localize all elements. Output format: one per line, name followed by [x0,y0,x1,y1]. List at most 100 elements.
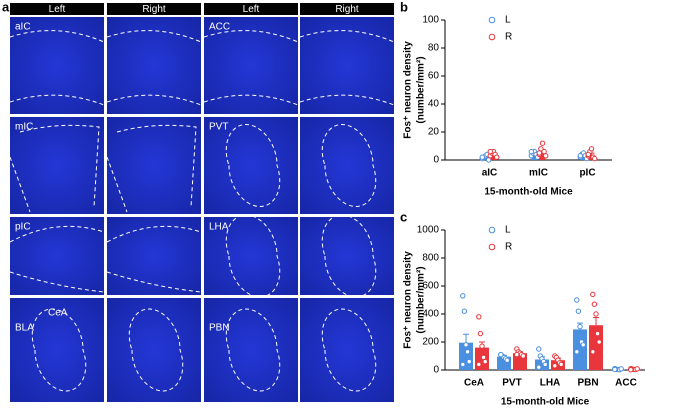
x-tick-label: CeA [464,378,484,389]
legend-label: R [505,32,512,43]
y-tick-label: 0 [433,365,439,376]
data-point [595,331,599,335]
y-tick-label: 20 [428,127,440,138]
y-tick-label: 200 [422,337,439,348]
region-label: PVT [209,122,228,133]
data-point [553,364,557,368]
micrograph [204,298,298,402]
panel-label: c [400,209,407,224]
y-axis-title: Fos⁺ neuron density [403,251,414,349]
column-header: Left [49,4,66,15]
data-point [488,149,492,153]
micrograph [300,298,394,402]
x-tick-label: PVT [502,378,521,389]
data-point [537,347,541,351]
data-point [591,292,595,296]
data-point [477,315,481,319]
x-axis-title: 15-month-old Mice [484,187,573,198]
data-point [521,354,525,358]
micrograph [300,17,394,114]
data-point [589,147,593,151]
y-tick-label: 60 [428,71,440,82]
data-point [529,149,533,153]
column-header: Right [142,4,166,15]
data-point [462,309,466,313]
panel-label: a [2,0,10,14]
y-tick-label: 800 [422,253,439,264]
data-point [619,367,623,371]
error-bar [593,318,599,326]
data-point [543,362,547,366]
micrograph [300,117,394,214]
micrograph [107,17,201,114]
column-header: Right [335,4,359,15]
data-point [591,350,595,354]
data-point [477,362,481,366]
region-label: LHA [209,222,229,233]
x-tick-label: LHA [540,378,561,389]
data-point [461,362,465,366]
y-tick-label: 100 [422,15,439,26]
region-label: CeA [48,308,68,319]
data-point [575,298,579,302]
data-point [499,352,503,356]
data-point [559,362,563,366]
y-axis-title: (number/mm²) [416,266,427,333]
data-point [581,343,585,347]
legend-marker [489,227,495,233]
region-label: aIC [15,22,31,33]
panel-label: b [400,0,408,14]
micrograph [107,298,201,402]
data-point [480,155,484,159]
legend-label: L [505,225,511,236]
data-point [540,141,544,145]
legend-label: R [505,242,512,253]
legend-marker [489,34,495,40]
column-header: Left [243,4,260,15]
legend-marker [489,244,495,250]
bar [573,329,587,370]
micrograph [107,117,201,214]
data-point [461,294,465,298]
data-point [578,324,582,328]
legend-marker [489,17,495,23]
y-tick-label: 80 [428,43,440,54]
data-point [635,367,639,371]
data-point [537,365,541,369]
data-point [464,343,468,347]
x-tick-label: aIC [482,168,498,179]
data-point [483,359,487,363]
error-bar [463,334,469,342]
region-label: PBN [209,323,230,334]
data-point [586,152,590,156]
x-tick-label: mIC [529,168,548,179]
legend-label: L [505,15,511,26]
micrograph [300,217,394,295]
region-label: BLA [15,323,34,334]
y-tick-label: 0 [433,155,439,166]
y-axis-title: (number/mm²) [416,56,427,123]
data-point [592,302,596,306]
data-point [613,367,617,371]
y-axis-title: Fos⁺ neuron density [403,41,414,139]
data-point [515,352,519,356]
y-tick-label: 40 [428,99,440,110]
region-label: ACC [209,22,230,33]
data-point [629,368,633,372]
x-tick-label: pIC [579,168,595,179]
data-point [537,151,541,155]
data-point [480,344,484,348]
x-tick-label: PBN [577,378,598,389]
data-point [465,350,469,354]
y-tick-label: 1000 [417,225,440,236]
x-tick-label: ACC [615,378,637,389]
data-point [597,340,601,344]
data-point [544,154,548,158]
data-point [495,155,499,159]
data-point [593,156,597,160]
data-point [505,358,509,362]
data-point [478,331,482,335]
data-point [575,350,579,354]
data-point [594,312,598,316]
